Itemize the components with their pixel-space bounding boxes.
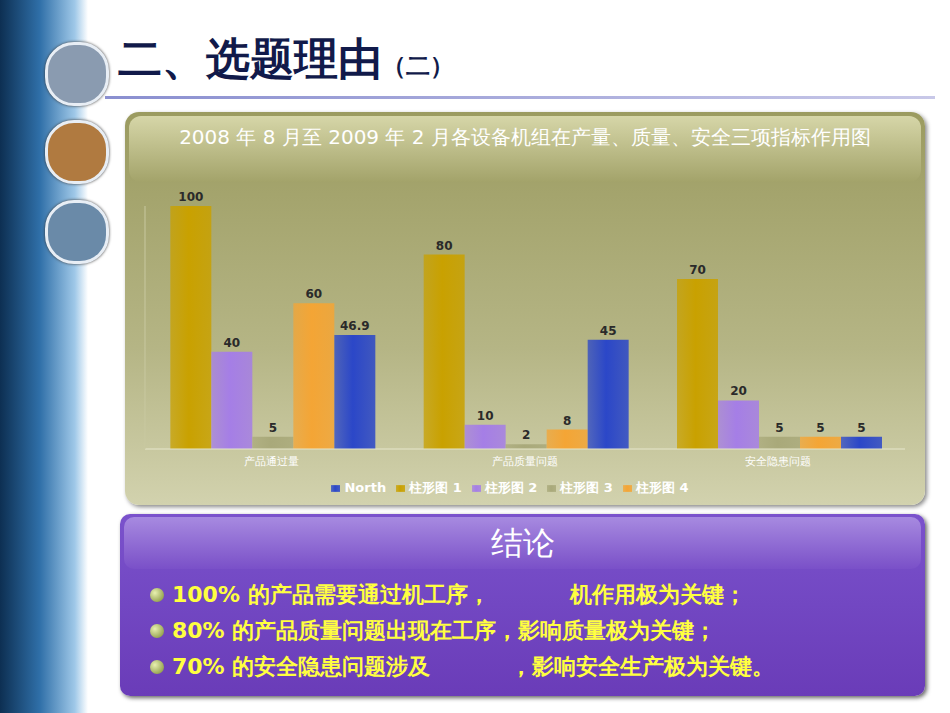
html-text:70% 的安全隐患问题涉及: 70% 的安全隐患问题涉及 bbox=[172, 654, 431, 679]
svg-text:5: 5 bbox=[775, 421, 783, 435]
svg-text:20: 20 bbox=[730, 384, 747, 398]
html-text:柱形图 3: 柱形图 3 bbox=[560, 480, 613, 495]
svg-text:100: 100 bbox=[178, 190, 203, 204]
svg-text:2: 2 bbox=[522, 428, 530, 442]
svg-text:45: 45 bbox=[600, 324, 617, 338]
html-text:结论: 结论 bbox=[490, 524, 555, 562]
svg-text:70: 70 bbox=[689, 263, 706, 277]
html-text:柱形图 4: 柱形图 4 bbox=[635, 480, 689, 495]
svg-text:产品通过量: 产品通过量 bbox=[244, 455, 299, 468]
html-text:柱形图 2: 柱形图 2 bbox=[484, 480, 538, 495]
html-text:North: North bbox=[344, 480, 387, 495]
svg-text:46.9: 46.9 bbox=[340, 319, 370, 333]
svg-text:40: 40 bbox=[223, 336, 240, 350]
svg-text:10: 10 bbox=[477, 409, 494, 423]
html-text:100% 的产品需要通过机工序，: 100% 的产品需要通过机工序， bbox=[172, 582, 490, 607]
svg-text:安全隐患问题: 安全隐患问题 bbox=[745, 455, 811, 468]
svg-text:60: 60 bbox=[305, 287, 322, 301]
svg-text:8: 8 bbox=[563, 414, 571, 428]
html-text:80% 的产品质量问题出现在工序，影响质量极为关键；: 80% 的产品质量问题出现在工序，影响质量极为关键； bbox=[172, 618, 717, 643]
html-text:机作用极为关键；: 机作用极为关键； bbox=[569, 582, 746, 607]
svg-text:80: 80 bbox=[436, 239, 453, 253]
html-text:二、选题理由（二）: 二、选题理由（二） bbox=[118, 33, 454, 84]
html-text:2008 年 8 月至 2009 年 2 月各设备机组在产量: 2008 年 8 月至 2009 年 2 月各设备机组在产量、质量、安全三项指标… bbox=[179, 125, 871, 149]
svg-text:产品质量问题: 产品质量问题 bbox=[492, 455, 558, 468]
svg-text:5: 5 bbox=[857, 421, 865, 435]
html-text:，影响安全生产极为关键。: ，影响安全生产极为关键。 bbox=[510, 654, 775, 679]
svg-text:5: 5 bbox=[816, 421, 824, 435]
svg-text:5: 5 bbox=[269, 421, 277, 435]
html-text:柱形图 1: 柱形图 1 bbox=[409, 480, 462, 495]
